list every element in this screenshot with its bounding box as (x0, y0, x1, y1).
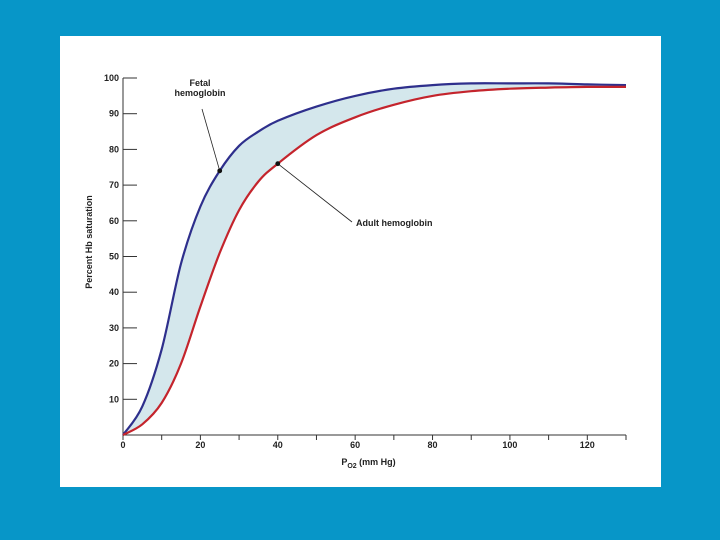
annotation-point-marker (217, 168, 223, 174)
fill-between-curves (123, 83, 626, 435)
series-line-adult-hemoglobin (122, 85, 627, 436)
annotation-leader-line (201, 108, 221, 171)
y-tick-label: 50 (109, 252, 119, 262)
y-tick-label: 60 (109, 216, 119, 226)
series-line-fetal-hemoglobin (122, 82, 627, 436)
y-tick-label: 40 (109, 287, 119, 297)
y-axis-title: Percent Hb saturation (84, 195, 94, 289)
y-tick-label: 80 (109, 144, 119, 154)
x-tick-label: 60 (350, 440, 360, 450)
shaded-region-between-curves (123, 83, 626, 435)
chart-ticks: 10 20 30 40 50 60 70 80 90 100 0 20 40 60 80 100 120 PO2 … (104, 73, 627, 470)
y-tick-label: 20 (109, 359, 119, 369)
slide-panel: 10 20 30 40 50 60 70 80 90 100 0 20 40 60 80 100 120 PO2 … (60, 36, 661, 487)
x-tick-label: 20 (195, 440, 205, 450)
y-tick-label: 100 (104, 73, 119, 83)
y-tick-label: 90 (109, 109, 119, 119)
x-tick-label: 120 (580, 440, 595, 450)
y-tick-label: 10 (109, 394, 119, 404)
annotation-label: Adult hemoglobin (356, 218, 433, 228)
x-axis-title: PO2 (mm Hg) (341, 457, 395, 470)
chart-series-lines (122, 82, 627, 436)
x-tick-label: 0 (120, 440, 125, 450)
annotation-point-marker (275, 161, 281, 167)
oxygen-dissociation-chart: 10 20 30 40 50 60 70 80 90 100 0 20 40 60 80 100 120 PO2 … (84, 73, 627, 470)
annotation-label: Fetal (189, 78, 210, 88)
x-tick-label: 80 (428, 440, 438, 450)
y-tick-label: 70 (109, 180, 119, 190)
x-tick-label: 40 (273, 440, 283, 450)
annotation-leader-line (277, 163, 353, 223)
y-tick-label: 30 (109, 323, 119, 333)
x-tick-label: 100 (502, 440, 517, 450)
annotation-label: hemoglobin (175, 88, 226, 98)
